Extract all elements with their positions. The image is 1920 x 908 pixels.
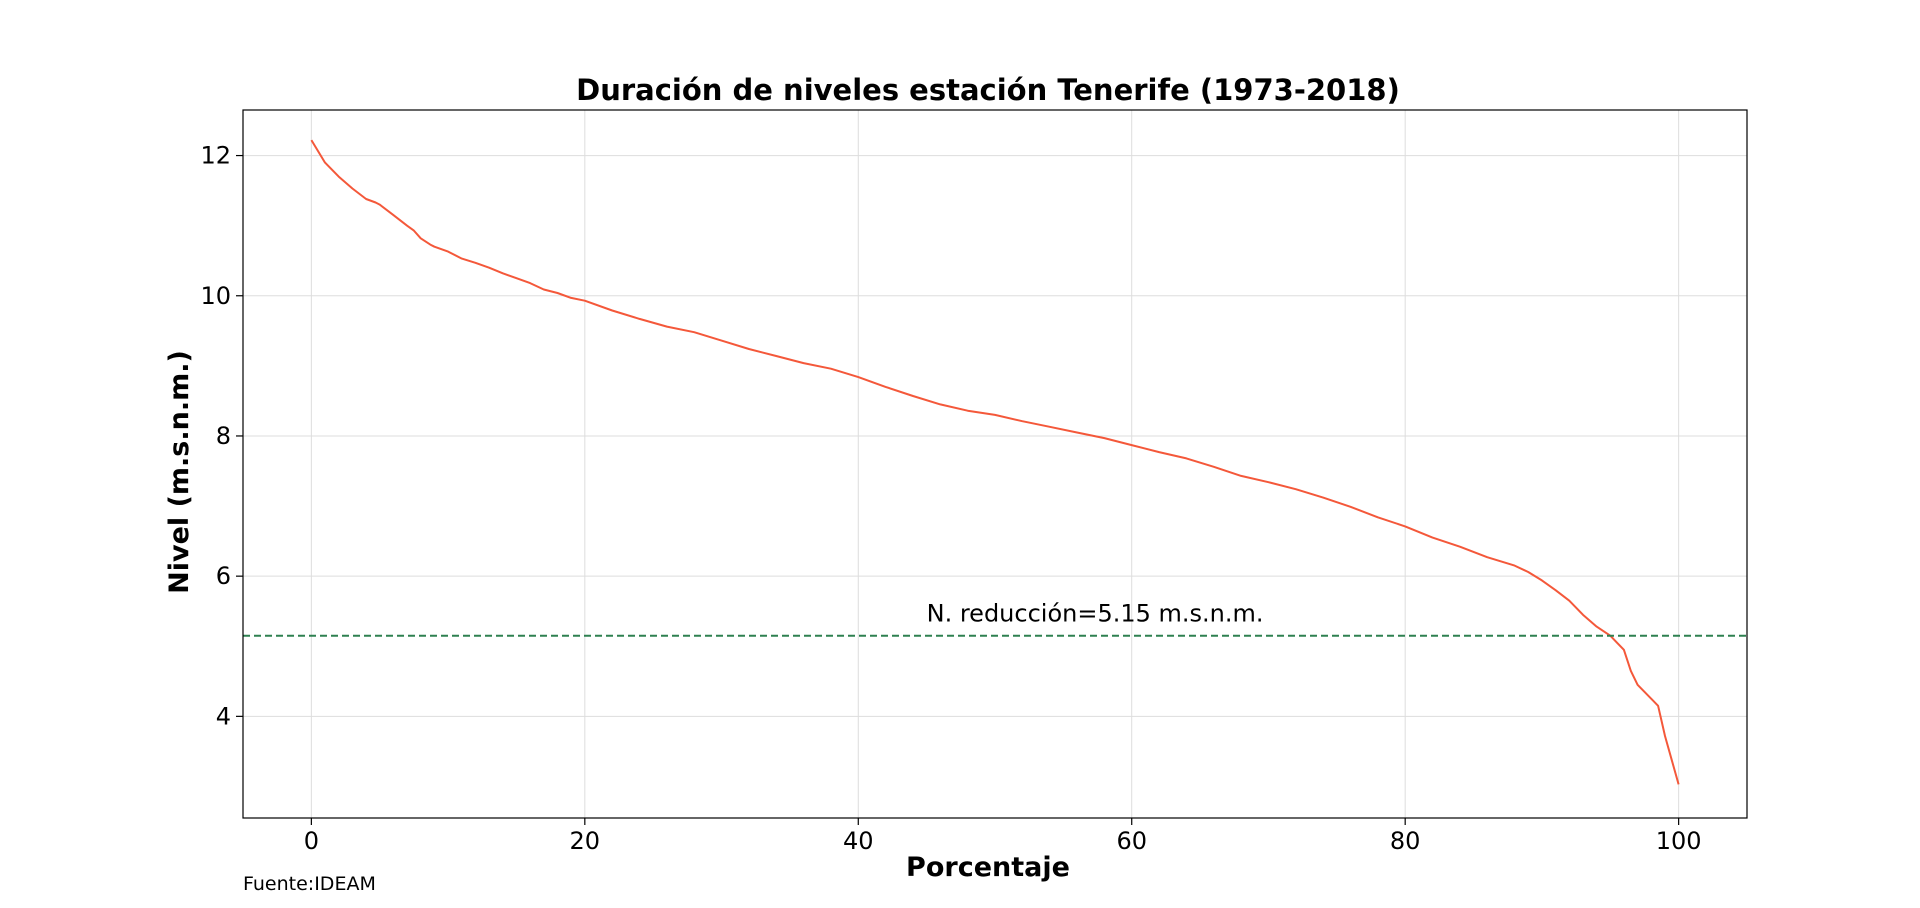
x-tick-label: 60 <box>1116 827 1147 855</box>
y-axis: 4 6 8 10 12 <box>200 142 243 730</box>
x-axis: 0 20 40 60 80 100 <box>304 818 1702 855</box>
y-tick-label: 6 <box>216 562 231 590</box>
series-line <box>310 139 1680 785</box>
x-tick-label: 40 <box>843 827 874 855</box>
y-tick-label: 12 <box>200 142 231 170</box>
x-tick-label: 80 <box>1390 827 1421 855</box>
y-tick-label: 4 <box>216 702 231 730</box>
y-tick-label: 8 <box>216 422 231 450</box>
y-tick-label: 10 <box>200 282 231 310</box>
grid <box>243 110 1747 818</box>
series-layer <box>310 139 1680 785</box>
plot-frame <box>242 109 1748 819</box>
reduction-level-label: N. reducción=5.15 m.s.n.m. <box>927 600 1264 628</box>
chart-title: Duración de niveles estación Tenerife (1… <box>576 73 1400 107</box>
x-tick-label: 100 <box>1656 827 1702 855</box>
x-axis-label: Porcentaje <box>906 852 1070 883</box>
x-tick-label: 0 <box>304 827 319 855</box>
y-axis-label: Nivel (m.s.n.m.) <box>164 350 195 594</box>
source-note: Fuente:IDEAM <box>243 873 376 895</box>
x-tick-label: 20 <box>570 827 601 855</box>
